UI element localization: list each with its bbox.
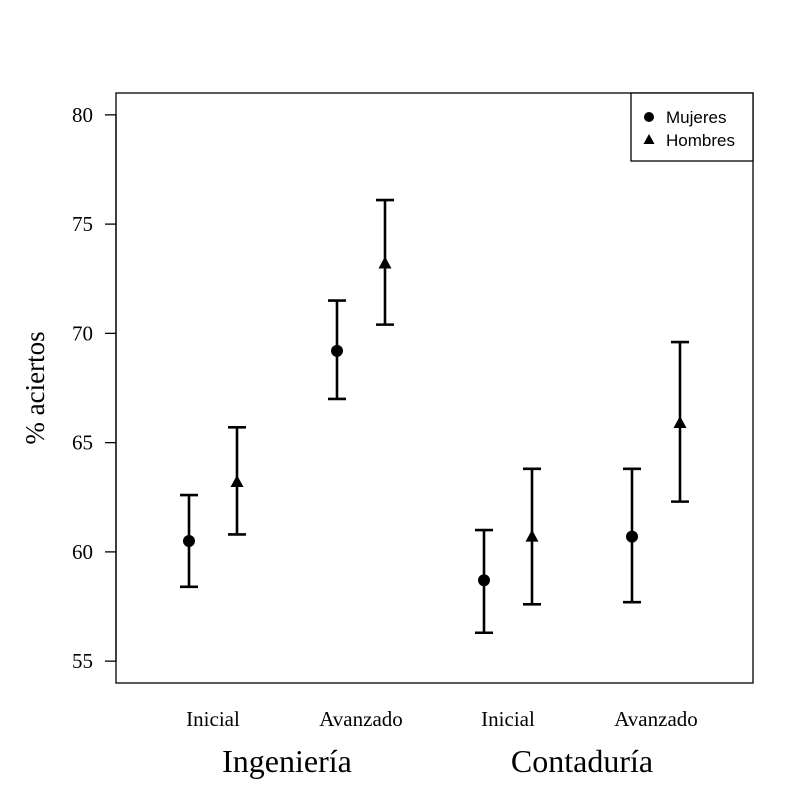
legend-label: Hombres — [666, 131, 735, 150]
mean-marker-triangle — [378, 256, 392, 269]
y-tick-label: 55 — [72, 649, 93, 673]
mean-marker-circle — [183, 534, 195, 547]
x-group-label: Ingeniería — [222, 743, 352, 779]
x-axis-labels: Inicial Avanzado Ingeniería Inicial Avanzado… — [186, 707, 698, 779]
mean-marker-triangle — [525, 529, 539, 542]
mean-marker-circle — [626, 530, 638, 543]
mean-marker-circle — [331, 344, 343, 357]
y-tick-label: 60 — [72, 540, 93, 564]
x-level-label: Avanzado — [319, 707, 403, 731]
x-level-label: Inicial — [186, 707, 240, 731]
x-level-label: Inicial — [481, 707, 535, 731]
hombres-point — [671, 340, 689, 503]
legend-box — [630, 92, 754, 162]
x-group-label: Contaduría — [511, 743, 653, 779]
x-level-label: Avanzado — [614, 707, 698, 731]
hombres-point — [523, 467, 541, 606]
hombres-point — [228, 426, 246, 536]
y-axis-label: % aciertos — [20, 331, 50, 444]
legend-label: Mujeres — [666, 108, 726, 127]
legend-triangle-icon — [643, 134, 655, 144]
mujeres-point — [623, 467, 641, 604]
hombres-point — [376, 198, 394, 326]
legend-circle-icon — [644, 112, 654, 122]
mean-marker-circle — [478, 574, 490, 587]
y-axis: 55 60 65 70 75 80 — [72, 103, 117, 673]
y-tick-label: 75 — [72, 212, 93, 236]
mujeres-point — [475, 528, 493, 635]
y-tick-label: 70 — [72, 321, 93, 345]
y-tick-label: 65 — [72, 431, 93, 455]
mujeres-point — [180, 493, 198, 589]
legend: Mujeres Hombres — [630, 92, 754, 162]
mujeres-point — [328, 299, 346, 401]
y-tick-label: 80 — [72, 103, 93, 127]
mean-marker-triangle — [673, 415, 687, 428]
mean-marker-triangle — [230, 474, 244, 487]
plot-frame — [115, 92, 754, 684]
data-points — [180, 198, 689, 635]
